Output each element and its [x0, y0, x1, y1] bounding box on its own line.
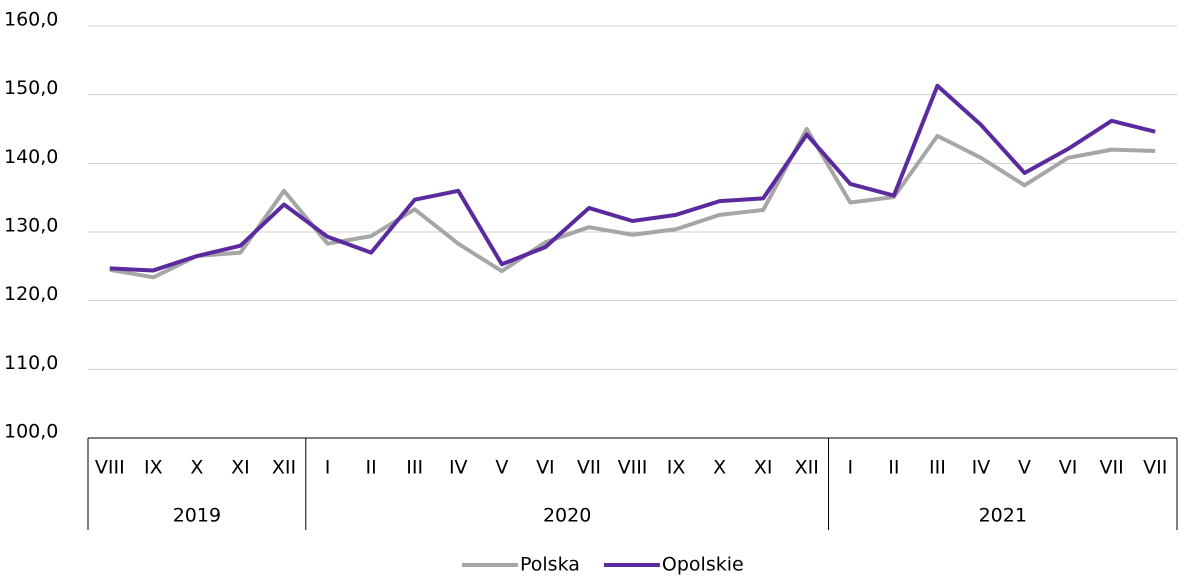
y-tick-label: 100,0 [4, 421, 58, 443]
x-tick-label: III [929, 457, 946, 479]
x-tick-label: IX [144, 457, 163, 479]
x-tick-label: VI [536, 457, 555, 479]
group-label: 2019 [173, 505, 221, 527]
x-tick-label: II [888, 457, 899, 479]
legend-label: Opolskie [662, 554, 744, 576]
x-tick-label: VI [1059, 457, 1078, 479]
x-tick-label: IX [667, 457, 686, 479]
legend-label: Polska [520, 554, 580, 576]
x-tick-label: XII [795, 457, 819, 479]
x-tick-label: IV [449, 457, 468, 479]
x-tick-label: IV [972, 457, 991, 479]
x-tick-label: XII [272, 457, 296, 479]
x-tick-label: X [713, 457, 726, 479]
x-tick-label: I [847, 457, 853, 479]
x-tick-label: XI [754, 457, 773, 479]
x-tick-label: XI [231, 457, 250, 479]
x-tick-label: X [190, 457, 203, 479]
group-label: 2020 [543, 505, 591, 527]
x-tick-label: VII [577, 457, 601, 479]
x-tick-label: VII [1100, 457, 1124, 479]
y-tick-label: 110,0 [4, 352, 58, 374]
x-tick-label: III [406, 457, 423, 479]
series-line [109, 127, 1156, 280]
y-tick-label: 120,0 [4, 283, 58, 305]
x-tick-label: VIII [95, 457, 125, 479]
x-tick-label: V [495, 457, 508, 479]
x-tick-label: V [1018, 457, 1031, 479]
x-tick-label: I [325, 457, 331, 479]
x-tick-label: VIII [618, 457, 648, 479]
x-tick-label: II [366, 457, 377, 479]
y-tick-label: 150,0 [4, 77, 58, 99]
y-tick-label: 140,0 [4, 146, 58, 168]
y-tick-label: 160,0 [4, 9, 58, 31]
group-label: 2021 [979, 505, 1027, 527]
x-tick-label: VII [1143, 457, 1167, 479]
series-line [109, 83, 1156, 273]
y-tick-label: 130,0 [4, 215, 58, 237]
